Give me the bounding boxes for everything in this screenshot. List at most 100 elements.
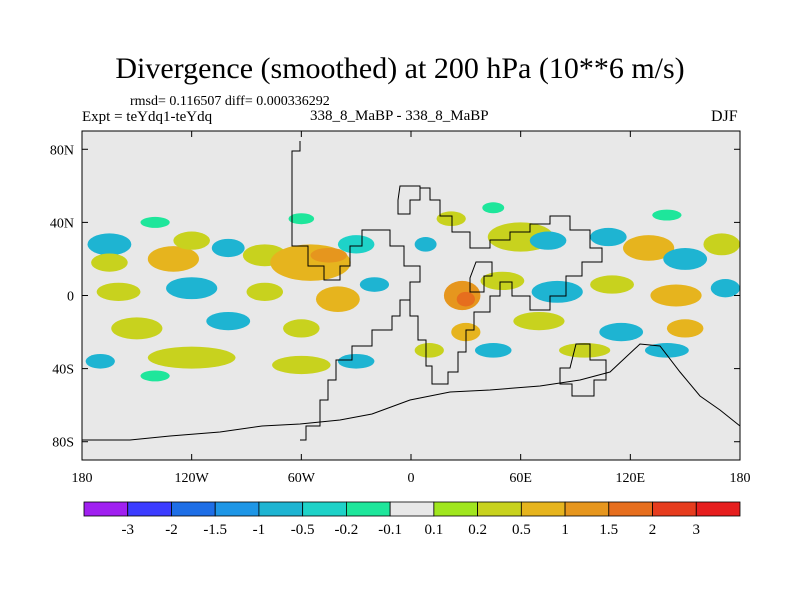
divergence-feature-16 [590,227,627,247]
divergence-feature-2 [147,246,199,272]
colorbar-swatch [477,501,522,517]
divergence-feature-47 [644,343,689,358]
colorbar-label: -3 [121,522,134,538]
divergence-feature-28 [480,271,525,291]
divergence-feature-27 [456,291,475,307]
x-tick-label: 60W [288,471,316,486]
divergence-feature-35 [283,319,320,338]
x-tick-label: 0 [408,471,415,486]
y-tick-label: 0 [67,290,74,305]
season-label: DJF [711,108,738,125]
x-tick-label: 120E [616,471,646,486]
coastline-antarctica [82,343,740,441]
divergence-feature-3 [173,231,210,250]
colorbar-swatch [652,501,697,517]
colorbar-swatch [83,501,129,517]
x-tick-label: 180 [72,471,93,486]
colorbar-swatch [258,501,304,517]
colorbar-label: 2 [649,522,657,538]
divergence-feature-4 [211,238,245,258]
divergence-feature-38 [599,322,644,342]
divergence-feature-23 [246,282,284,301]
y-tick-label: 80S [52,436,74,451]
coastline-arabia [469,261,493,293]
colorbar-swatch [608,501,653,517]
divergence-feature-25 [359,277,390,292]
divergence-feature-37 [513,311,565,331]
divergence-feature-19 [703,233,740,256]
divergence-feature-15 [529,231,567,250]
colorbar-swatch [564,501,610,517]
x-axis: 180 120W 60W 0 60E 120E 180 [72,131,751,486]
colorbar-label: -2 [165,522,178,538]
colorbar-label: 0.5 [512,522,531,538]
divergence-feature-46 [559,343,611,358]
divergence-feature-32 [710,279,740,298]
colorbar-label: 0.1 [424,522,443,538]
divergence-feature-40 [85,353,115,369]
colorbar-swatch [695,501,741,517]
colorbar-swatch [302,501,347,517]
divergence-feature-48 [140,370,170,382]
colorbar-label: -1.5 [203,522,227,538]
colorbar-swatch [520,501,566,517]
colorbar-swatch [345,501,391,517]
colorbar: -3 -2 -1.5 -1 -0.5 -0.2 -0.1 0.1 0.2 0.5 1 1.5 2 3 [83,501,741,538]
divergence-feature-41 [147,346,236,369]
contour-fill-layer [85,202,740,382]
x-tick-label: 120W [175,471,210,486]
divergence-feature-11 [414,237,437,252]
colorbar-label: -0.5 [291,522,315,538]
divergence-feature-17 [623,235,675,261]
colorbar-label: 1 [561,522,569,538]
divergence-feature-42 [272,355,331,375]
x-tick-label: 180 [730,471,751,486]
coastline-layer [82,141,740,441]
divergence-feature-33 [111,317,163,340]
colorbar-label: -0.1 [378,522,402,538]
divergence-feature-18 [663,247,708,270]
divergence-feature-21 [96,282,141,301]
colorbar-swatch [433,501,479,517]
y-tick-label: 40S [52,363,74,378]
divergence-feature-31 [650,284,702,307]
coastline-australia [559,343,607,397]
divergence-feature-12 [436,211,466,227]
colorbar-swatch [214,501,260,517]
y-tick-label: 80N [50,143,74,158]
rmsd-diff-label: rmsd= 0.116507 diff= 0.000336292 [130,94,330,109]
divergence-feature-45 [474,343,512,358]
divergence-feature-7 [310,247,348,263]
divergence-feature-29 [531,280,583,303]
colorbar-label: -0.2 [335,522,359,538]
divergence-feature-30 [590,275,634,294]
divergence-feature-10 [288,213,315,225]
divergence-feature-22 [166,277,218,300]
coastline-americas [291,141,421,441]
colorbar-swatch [389,501,435,517]
colorbar-swatch [171,501,216,517]
divergence-feature-8 [337,235,375,254]
divergence-feature-0 [87,233,132,256]
colorbar-swatch [127,501,172,517]
x-tick-label: 60E [509,471,532,486]
experiment-label: Expt = teYdq1-teYdq [82,109,213,125]
comparison-label: 338_8_MaBP - 338_8_MaBP [310,108,489,124]
colorbar-label: 1.5 [599,522,618,538]
divergence-feature-9 [140,216,170,228]
divergence-feature-43 [337,353,375,369]
chart-title: Divergence (smoothed) at 200 hPa (10**6 … [115,52,685,85]
divergence-feature-13 [482,202,505,214]
coastline-greenland [397,185,421,215]
y-tick-label: 40N [50,216,74,231]
coastline-africa-eurasia [409,187,603,385]
divergence-feature-24 [315,286,360,312]
y-axis: 80N 40N 0 40S 80S [50,143,740,451]
colorbar-label: 0.2 [468,522,487,538]
colorbar-label: 3 [693,522,701,538]
colorbar-label: -1 [253,522,266,538]
divergence-feature-34 [206,311,251,331]
divergence-feature-39 [666,319,704,338]
divergence-feature-44 [414,343,444,358]
